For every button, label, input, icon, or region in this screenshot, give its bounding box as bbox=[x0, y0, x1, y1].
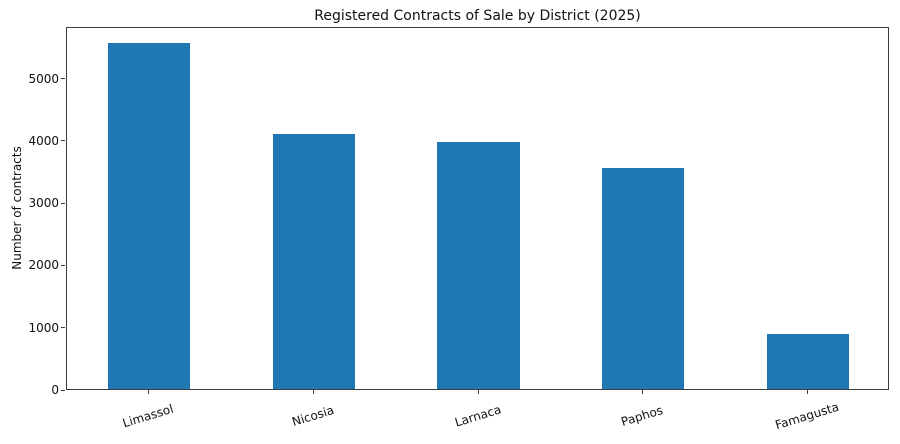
y-tick-mark bbox=[61, 389, 65, 391]
bar-paphos bbox=[601, 167, 685, 389]
bar-nicosia bbox=[272, 133, 356, 389]
chart-title: Registered Contracts of Sale by District… bbox=[314, 8, 641, 24]
y-tick-label: 3000 bbox=[28, 196, 59, 211]
y-tick-mark bbox=[61, 264, 65, 266]
y-tick-label: 0 bbox=[51, 383, 59, 397]
x-tick-label-paphos: Paphos bbox=[619, 403, 665, 429]
x-tick-label-nicosia: Nicosia bbox=[290, 402, 336, 430]
x-tick-mark bbox=[312, 390, 314, 394]
y-tick-label: 2000 bbox=[28, 258, 59, 273]
x-tick-mark bbox=[477, 390, 479, 394]
x-tick-mark bbox=[642, 390, 644, 394]
y-tick-label: 1000 bbox=[28, 320, 59, 335]
x-tick-mark bbox=[806, 390, 808, 394]
y-tick-mark bbox=[61, 327, 65, 329]
y-tick-mark bbox=[61, 202, 65, 204]
x-tick-mark bbox=[148, 390, 150, 394]
y-tick-mark bbox=[61, 140, 65, 142]
y-tick-mark bbox=[61, 78, 65, 80]
bar-limassol bbox=[108, 43, 191, 389]
bar-famagusta bbox=[766, 333, 849, 389]
plot-area bbox=[66, 27, 889, 390]
y-tick-label: 5000 bbox=[28, 71, 59, 86]
bar-larnaca bbox=[437, 141, 520, 389]
y-tick-label: 4000 bbox=[28, 133, 59, 148]
x-tick-label-famagusta: Famagusta bbox=[773, 399, 841, 433]
x-tick-label-limassol: Limassol bbox=[121, 401, 176, 431]
x-tick-label-larnaca: Larnaca bbox=[452, 402, 503, 430]
